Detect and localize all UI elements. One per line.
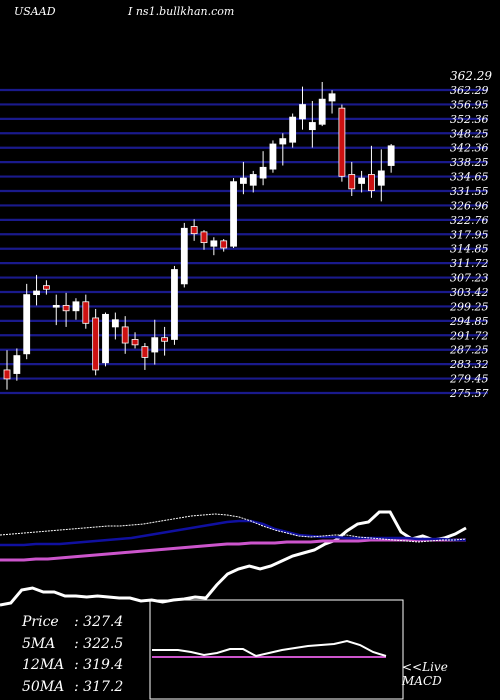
candle-up — [308, 122, 316, 131]
price-grid — [0, 88, 488, 395]
price-line — [0, 510, 467, 607]
price-tick-label: 311.72 — [450, 257, 489, 270]
candle-up — [72, 301, 80, 312]
candle-up — [111, 319, 119, 328]
macd-label-line2: MACD — [402, 674, 442, 688]
price-tick-label: 334.65 — [450, 171, 489, 184]
price-tick-label: 287.25 — [449, 344, 489, 357]
candle-up — [249, 174, 257, 186]
candle-up — [180, 227, 188, 285]
price-tick-label: 317.95 — [450, 228, 489, 241]
macd-panel-frame — [149, 599, 404, 700]
candle-up — [299, 104, 306, 120]
candle-up — [269, 143, 277, 170]
macd-panel — [152, 639, 387, 658]
candle-down — [338, 107, 346, 177]
stats-panel: Price : 327.4 5MA : 322.5 12MA : 319.4 50MA : 3… — [22, 612, 123, 698]
candles — [3, 81, 395, 390]
candle-down — [92, 317, 100, 371]
candle-up — [102, 313, 109, 364]
candle-down — [190, 226, 198, 235]
stat-label: Price — [22, 614, 59, 630]
stat-label: 50MA — [22, 678, 65, 695]
stat-label: 5MA — [22, 635, 56, 652]
price-tick-label: 275.57 — [449, 387, 489, 400]
stat-value: : 327.4 — [74, 614, 124, 630]
candle-up — [52, 304, 60, 308]
candle-up — [377, 170, 385, 186]
ticker-label: USAAD — [14, 5, 56, 18]
candle-down — [200, 231, 208, 244]
price-tick-label: 348.25 — [450, 127, 489, 140]
stat-value: : 319.4 — [74, 657, 124, 673]
ma-short-line — [0, 513, 467, 543]
price-tick-label: 326.96 — [450, 199, 489, 212]
macd-label: <<Live MACD — [402, 660, 448, 688]
price-tick-label: 294.85 — [449, 315, 489, 328]
macd-line — [152, 639, 387, 658]
price-tick-label: 291.72 — [449, 329, 489, 342]
candle-down — [3, 369, 11, 380]
candle-down — [161, 337, 169, 342]
price-tick-label: 307.23 — [450, 272, 489, 285]
stat-row: 12MA : 319.4 — [22, 655, 123, 677]
candle-up — [289, 116, 297, 143]
candle-up — [23, 294, 31, 355]
price-tick-label: 352.36 — [450, 113, 489, 126]
candle-up — [13, 355, 21, 374]
stat-row: 50MA : 317.2 — [22, 677, 123, 699]
price-tick-label: 362.29 — [450, 84, 489, 97]
candle-down — [141, 346, 149, 358]
candle-down — [82, 301, 90, 324]
price-tick-label: 331.55 — [450, 185, 489, 198]
price-tick-label: 342.36 — [450, 142, 489, 155]
price-tick-labels: 362.29356.95352.36348.25342.36338.25334.… — [449, 69, 492, 400]
candle-up — [171, 269, 178, 340]
candle-up — [151, 337, 159, 353]
price-tick-label: 279.45 — [449, 373, 489, 386]
price-top-label: 362.29 — [450, 69, 492, 83]
stat-row: 5MA : 322.5 — [22, 634, 123, 656]
stat-value: : 317.2 — [74, 678, 124, 695]
price-tick-label: 356.95 — [450, 98, 489, 111]
candle-up — [358, 177, 366, 184]
candle-down — [368, 174, 375, 192]
candle-down — [220, 240, 228, 249]
candle-down — [348, 174, 356, 190]
candle-up — [230, 181, 237, 247]
candle-down — [131, 339, 139, 346]
site-label: I ns1.bullkhan.com — [128, 5, 235, 18]
ma-mid-line — [0, 519, 466, 547]
candle-up — [210, 240, 218, 247]
candle-down — [43, 285, 50, 290]
stat-label: 12MA — [22, 657, 65, 673]
candle-down — [62, 304, 70, 312]
candle-up — [259, 166, 267, 179]
stat-row: Price : 327.4 — [22, 612, 123, 634]
price-tick-label: 283.32 — [449, 358, 489, 371]
candle-up — [239, 177, 247, 184]
price-tick-label: 303.42 — [450, 286, 489, 299]
moving-average-panel — [0, 510, 467, 607]
price-tick-label: 299.25 — [449, 300, 489, 313]
candle-up — [387, 145, 395, 166]
price-tick-label: 338.25 — [450, 156, 489, 169]
stat-value: : 322.5 — [74, 635, 124, 652]
candle-down — [121, 326, 129, 344]
macd-label-line1: <<Live — [402, 660, 448, 674]
candle-up — [33, 290, 40, 296]
candle-up — [279, 138, 287, 145]
price-tick-label: 322.76 — [450, 214, 489, 227]
candle-up — [328, 93, 336, 102]
candle-up — [318, 98, 326, 125]
price-tick-label: 314.85 — [450, 243, 489, 256]
